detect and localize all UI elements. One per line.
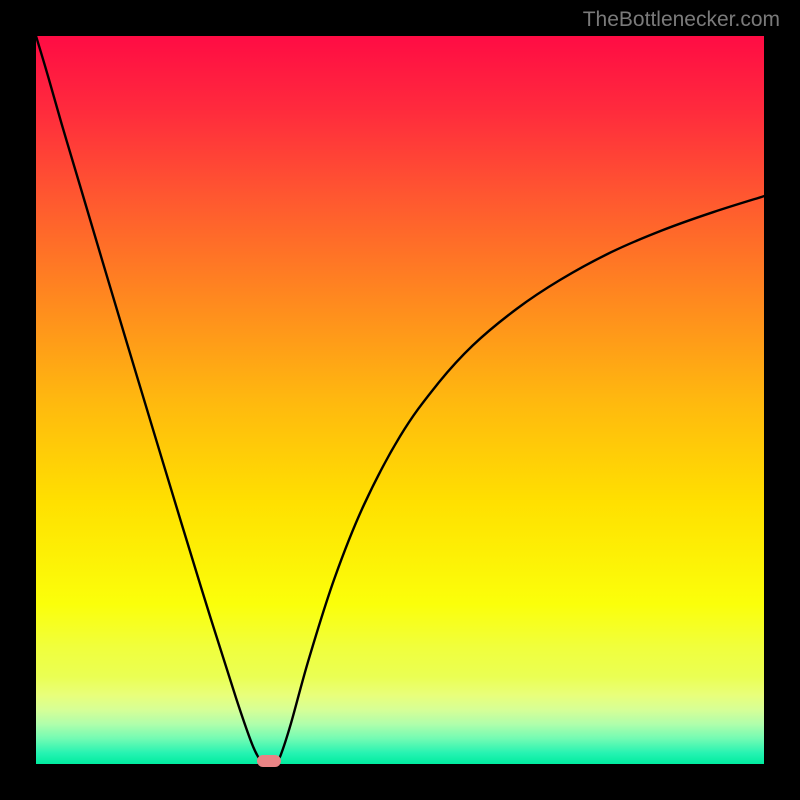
curve-right-branch [276, 196, 764, 761]
curve-left-branch [36, 36, 262, 761]
plot-area [36, 36, 764, 764]
bottleneck-marker [257, 755, 282, 767]
curve-svg [36, 36, 764, 764]
watermark-text: TheBottlenecker.com [583, 8, 780, 32]
chart-frame: TheBottlenecker.com [0, 0, 800, 800]
